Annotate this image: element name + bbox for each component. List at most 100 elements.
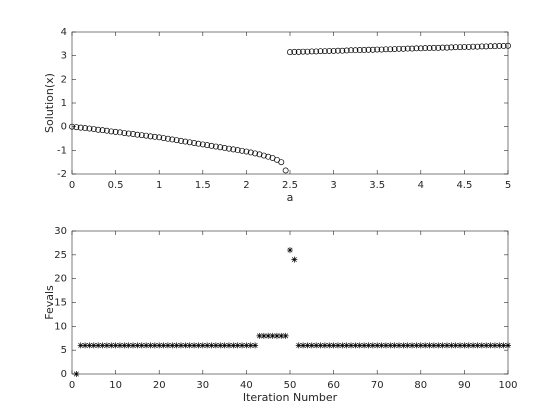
- marker: [103, 342, 110, 349]
- marker: [90, 126, 97, 132]
- marker: [352, 47, 359, 54]
- marker: [273, 332, 280, 339]
- y-tick-label: 20: [54, 274, 67, 285]
- marker: [239, 147, 245, 154]
- marker: [409, 45, 416, 52]
- y-tick-label: 5: [61, 345, 67, 356]
- marker: [173, 137, 180, 144]
- marker: [269, 332, 276, 339]
- marker: [348, 342, 355, 349]
- marker: [317, 342, 324, 349]
- marker: [256, 151, 263, 158]
- marker: [130, 131, 136, 137]
- marker: [82, 342, 89, 349]
- x-tick-label: 3: [330, 180, 336, 191]
- marker: [221, 145, 228, 151]
- marker: [173, 342, 180, 349]
- marker: [169, 342, 176, 349]
- marker: [439, 342, 446, 349]
- marker: [300, 342, 307, 349]
- plot-area: [71, 31, 509, 175]
- marker: [330, 47, 337, 54]
- marker: [439, 44, 446, 51]
- marker: [474, 342, 481, 349]
- marker: [90, 342, 97, 349]
- marker: [435, 342, 442, 349]
- marker: [169, 136, 176, 143]
- axes: 0 0.5 1 1.5 2 2.5 3 3.5 4 4.5 5 -2 -1 0 1 2 3 4 a Solution(…: [43, 27, 511, 204]
- marker: [260, 152, 267, 159]
- marker: [147, 133, 154, 140]
- marker: [191, 342, 198, 349]
- marker: [470, 342, 477, 349]
- marker: [282, 167, 289, 174]
- marker: [195, 140, 202, 147]
- marker: [278, 332, 285, 339]
- marker: [470, 43, 477, 50]
- marker: [448, 44, 455, 51]
- x-tick-label: 70: [371, 380, 384, 391]
- marker: [465, 43, 472, 50]
- marker: [295, 48, 302, 55]
- marker: [461, 342, 468, 349]
- marker: [413, 45, 420, 52]
- marker: [313, 48, 320, 55]
- marker: [95, 342, 102, 349]
- marker: [243, 148, 250, 155]
- marker: [339, 342, 346, 349]
- marker: [160, 135, 167, 141]
- marker: [125, 130, 132, 137]
- marker: [326, 47, 333, 54]
- marker: [143, 132, 150, 139]
- marker: [461, 43, 468, 50]
- marker: [387, 342, 394, 349]
- marker: [265, 332, 272, 339]
- x-tick-label: 10: [109, 380, 122, 391]
- x-tick-label: 50: [284, 380, 297, 391]
- marker: [108, 128, 115, 135]
- marker: [487, 43, 494, 50]
- x-tick-label: 30: [196, 380, 209, 391]
- marker: [265, 153, 272, 160]
- marker: [505, 342, 511, 349]
- marker: [413, 342, 420, 349]
- marker: [134, 131, 141, 138]
- marker: [86, 125, 93, 132]
- marker: [121, 130, 128, 137]
- marker: [287, 49, 293, 56]
- marker: [212, 342, 219, 349]
- marker: [178, 342, 184, 349]
- x-tick-label: 2.5: [282, 180, 298, 191]
- marker: [478, 43, 485, 50]
- marker: [339, 47, 346, 54]
- marker: [343, 47, 350, 54]
- marker: [409, 342, 416, 349]
- marker: [117, 129, 123, 136]
- x-axis-label: a: [287, 191, 294, 204]
- marker: [69, 123, 75, 130]
- marker: [217, 342, 224, 349]
- marker: [116, 342, 123, 349]
- marker: [500, 43, 507, 49]
- x-tick-label: 40: [240, 380, 253, 391]
- marker: [125, 342, 132, 349]
- marker: [291, 48, 298, 55]
- marker: [326, 342, 333, 349]
- marker: [400, 45, 407, 52]
- marker: [335, 47, 341, 54]
- marker: [73, 124, 80, 131]
- marker: [151, 342, 158, 349]
- x-tick-label: 60: [327, 380, 340, 391]
- marker: [134, 342, 141, 349]
- marker: [483, 43, 490, 50]
- marker: [112, 128, 119, 135]
- marker: [164, 342, 171, 349]
- marker: [278, 159, 285, 166]
- marker: [382, 342, 389, 349]
- marker: [77, 124, 84, 131]
- marker: [361, 342, 368, 349]
- x-tick-label: 4.5: [456, 180, 472, 191]
- y-tick-label: 0: [61, 122, 67, 133]
- x-tick-label: 2: [243, 180, 249, 191]
